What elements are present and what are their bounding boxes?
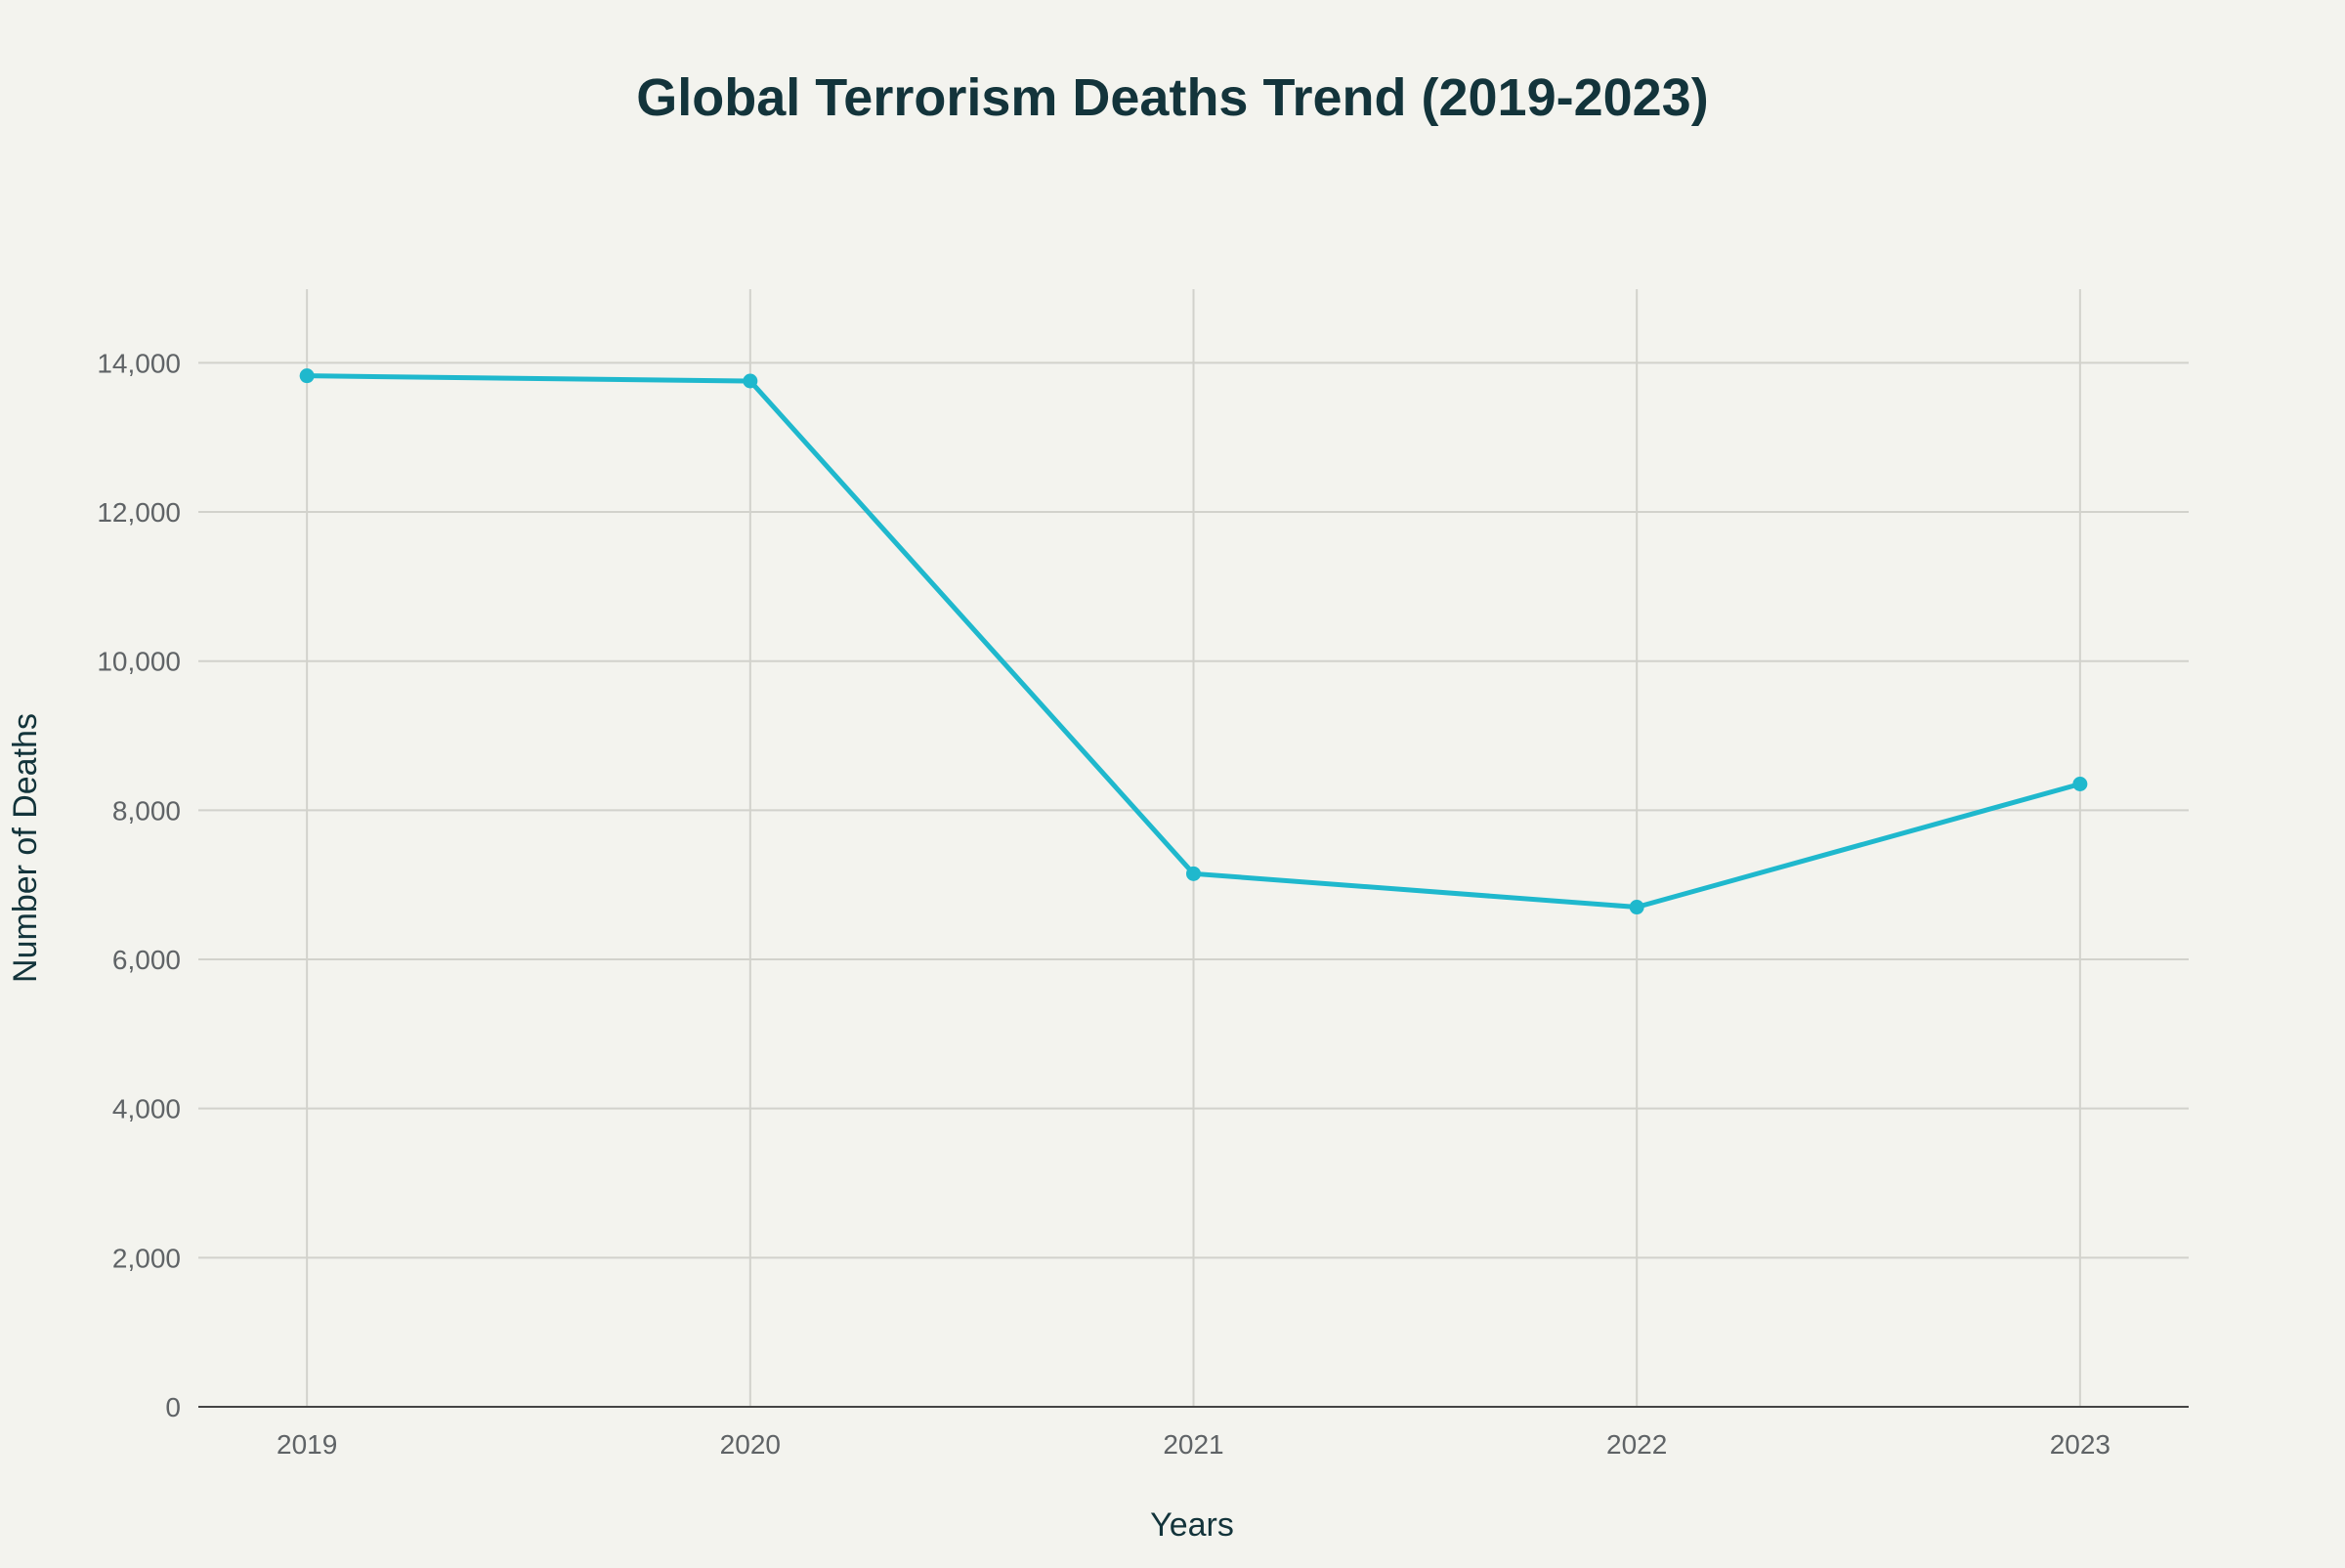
y-tick-label: 2,000 (112, 1243, 181, 1273)
data-point-2021[interactable] (1186, 866, 1201, 881)
data-point-2023[interactable] (2072, 776, 2088, 791)
gridlines (198, 289, 2189, 1407)
y-tick-labels: 0 2,000 4,000 6,000 8,000 10,000 12,000 14,000 (97, 348, 181, 1422)
y-tick-label: 0 (165, 1392, 181, 1422)
x-tick-label: 2019 (277, 1429, 337, 1460)
y-tick-label: 4,000 (112, 1094, 181, 1124)
x-tick-label: 2023 (2050, 1429, 2110, 1460)
x-tick-label: 2022 (1606, 1429, 1667, 1460)
y-tick-label: 8,000 (112, 795, 181, 826)
series-layer (299, 368, 2088, 915)
x-tick-label: 2020 (720, 1429, 781, 1460)
x-axis-title: Years (1150, 1506, 1234, 1544)
chart-title: Global Terrorism Deaths Trend (2019-2023… (636, 68, 1708, 127)
x-tick-labels: 2019 2020 2021 2022 2023 (277, 1429, 2110, 1460)
data-point-2020[interactable] (743, 373, 758, 389)
data-point-2022[interactable] (1629, 900, 1644, 915)
y-tick-label: 14,000 (97, 348, 181, 378)
y-tick-label: 12,000 (97, 497, 181, 528)
x-tick-label: 2021 (1163, 1429, 1223, 1460)
data-point-2019[interactable] (299, 368, 315, 384)
y-tick-label: 6,000 (112, 945, 181, 975)
y-tick-label: 10,000 (97, 647, 181, 677)
y-axis-title: Number of Deaths (7, 713, 44, 983)
